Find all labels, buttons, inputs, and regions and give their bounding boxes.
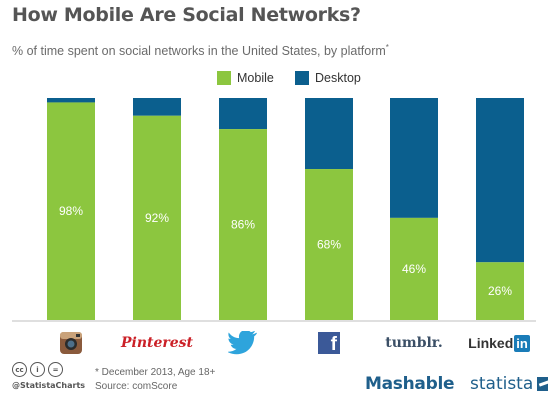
subtitle-footnote-mark: *	[385, 43, 389, 52]
statista-logo-text: statista	[470, 374, 534, 394]
legend-label-desktop: Desktop	[315, 71, 361, 85]
tumblr-logo: tumblr.	[385, 330, 443, 356]
bar-mobile-facebook	[305, 169, 353, 320]
legend-label-mobile: Mobile	[237, 71, 274, 85]
bar-desktop-twitter	[219, 98, 267, 130]
bar-desktop-instagram	[47, 98, 95, 103]
pinterest-logo-text: Pinterest	[120, 335, 194, 351]
license-block: cc i = @StatistaCharts	[12, 362, 85, 390]
statista-handle: @StatistaCharts	[12, 381, 86, 390]
data-label-twitter: 86%	[231, 218, 255, 232]
footnotes: * December 2013, Age 18+ Source: comScor…	[95, 366, 215, 394]
legend-item-mobile: Mobile	[217, 71, 274, 85]
legend-swatch-mobile	[217, 71, 231, 85]
chart-legend: Mobile Desktop	[0, 71, 548, 89]
facebook-icon: f	[305, 330, 353, 356]
bar-mobile-instagram	[47, 102, 95, 320]
data-label-tumblr: 46%	[402, 262, 426, 276]
data-label-instagram: 98%	[59, 204, 83, 218]
statista-mark-icon	[537, 377, 548, 391]
legend-swatch-desktop	[295, 71, 309, 85]
pinterest-logo: Pinterest	[121, 330, 193, 356]
chart-title: How Mobile Are Social Networks?	[12, 4, 361, 26]
footnote-source: Source: comScore	[95, 381, 178, 392]
facebook-icon-glyph: f	[318, 332, 340, 354]
data-label-linkedin: 26%	[488, 284, 512, 298]
linkedin-logo: Linked in	[467, 330, 531, 356]
cc-icon: cc	[12, 362, 27, 377]
by-icon: i	[30, 362, 45, 377]
tumblr-logo-text: tumblr.	[385, 335, 443, 351]
bar-mobile-twitter	[219, 129, 267, 320]
linkedin-logo-box: in	[514, 334, 530, 352]
bar-desktop-linkedin	[476, 98, 524, 263]
statista-logo: statista	[470, 374, 548, 394]
bar-desktop-pinterest	[133, 98, 181, 116]
bar-mobile-tumblr	[390, 217, 438, 320]
subtitle-text: % of time spent on social networks in th…	[12, 44, 386, 59]
cc-icons: cc i =	[12, 362, 85, 377]
twitter-icon	[219, 330, 267, 356]
data-label-pinterest: 92%	[145, 211, 169, 225]
bar-desktop-tumblr	[390, 98, 438, 218]
instagram-icon	[47, 330, 95, 356]
footnote-date: * December 2013, Age 18+	[95, 367, 216, 378]
bar-mobile-pinterest	[133, 115, 181, 320]
legend-item-desktop: Desktop	[295, 71, 361, 85]
bar-desktop-facebook	[305, 98, 353, 170]
nd-icon: =	[48, 362, 63, 377]
bar-mobile-linkedin	[476, 262, 524, 320]
chart-subtitle: % of time spent on social networks in th…	[12, 43, 389, 58]
data-label-facebook: 68%	[317, 238, 341, 252]
linkedin-logo-text: Linked	[468, 335, 514, 351]
mashable-logo: Mashable	[365, 374, 455, 394]
